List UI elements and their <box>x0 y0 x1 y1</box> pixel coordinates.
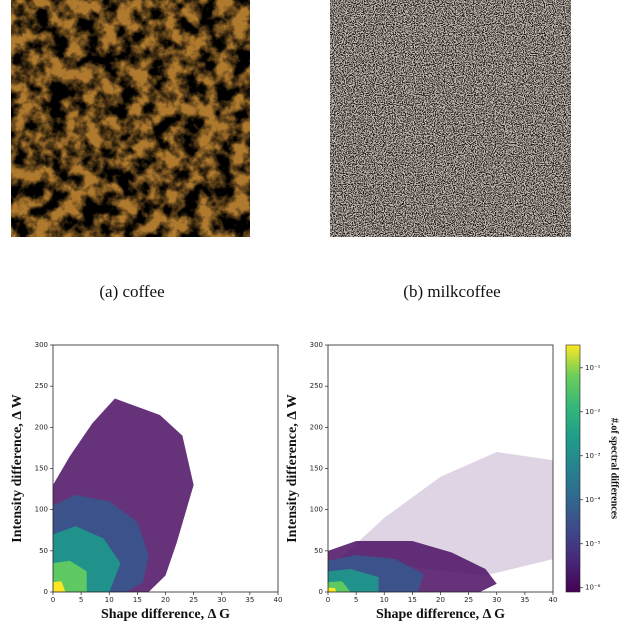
y-axis-label: Intensity difference, Δ W <box>285 394 300 543</box>
density-illustration <box>53 398 194 592</box>
x-tick-label: 35 <box>520 596 529 604</box>
y-tick-label: 0 <box>44 588 48 596</box>
y-tick-label: 300 <box>35 341 48 349</box>
y-tick-label: 50 <box>39 547 48 555</box>
colorbar-tick-label: 10⁻⁴ <box>585 496 601 504</box>
y-tick-label: 250 <box>35 382 48 390</box>
colorbar-tick-label: 10⁻⁶ <box>585 584 601 592</box>
x-axis-label: Shape difference, Δ G <box>101 607 230 622</box>
x-tick-label: 15 <box>133 596 142 604</box>
x-tick-label: 25 <box>464 596 473 604</box>
y-tick-label: 200 <box>35 423 48 431</box>
colorbar-tick-label: 10⁻¹ <box>585 364 601 372</box>
x-tick-label: 40 <box>549 596 558 604</box>
colorbar-tick-label: 10⁻⁵ <box>585 540 601 548</box>
x-tick-label: 5 <box>79 596 83 604</box>
colorbar-tick-label: 10⁻³ <box>585 452 601 460</box>
y-tick-label: 300 <box>310 341 323 349</box>
density-illustration <box>328 452 553 592</box>
y-tick-label: 100 <box>310 506 323 514</box>
y-tick-label: 0 <box>319 588 323 596</box>
x-tick-label: 0 <box>326 596 330 604</box>
x-tick-label: 10 <box>105 596 114 604</box>
y-tick-label: 100 <box>35 506 48 514</box>
y-tick-label: 150 <box>310 465 323 473</box>
x-tick-label: 0 <box>51 596 55 604</box>
caption: (b) milkcoffee <box>403 282 500 301</box>
colorbar <box>565 344 581 593</box>
milkcoffee-photo-texture <box>330 0 571 237</box>
x-tick-label: 40 <box>274 596 283 604</box>
x-tick-label: 30 <box>217 596 226 604</box>
x-tick-label: 35 <box>245 596 254 604</box>
x-tick-label: 20 <box>161 596 170 604</box>
caption: (a) coffee <box>99 282 164 301</box>
y-tick-label: 150 <box>35 465 48 473</box>
y-tick-label: 50 <box>314 547 323 555</box>
x-tick-label: 30 <box>492 596 501 604</box>
x-tick-label: 5 <box>354 596 358 604</box>
y-tick-label: 200 <box>310 423 323 431</box>
y-tick-label: 250 <box>310 382 323 390</box>
x-tick-label: 10 <box>380 596 389 604</box>
y-axis-label: Intensity difference, Δ W <box>10 394 25 543</box>
x-tick-label: 15 <box>408 596 417 604</box>
coffee-photo-texture <box>11 0 250 237</box>
x-tick-label: 20 <box>436 596 445 604</box>
colorbar-tick-label: 10⁻² <box>585 408 601 416</box>
colorbar-label: #.of spectral differences <box>609 418 620 519</box>
x-axis-label: Shape difference, Δ G <box>376 607 505 622</box>
x-tick-label: 25 <box>189 596 198 604</box>
